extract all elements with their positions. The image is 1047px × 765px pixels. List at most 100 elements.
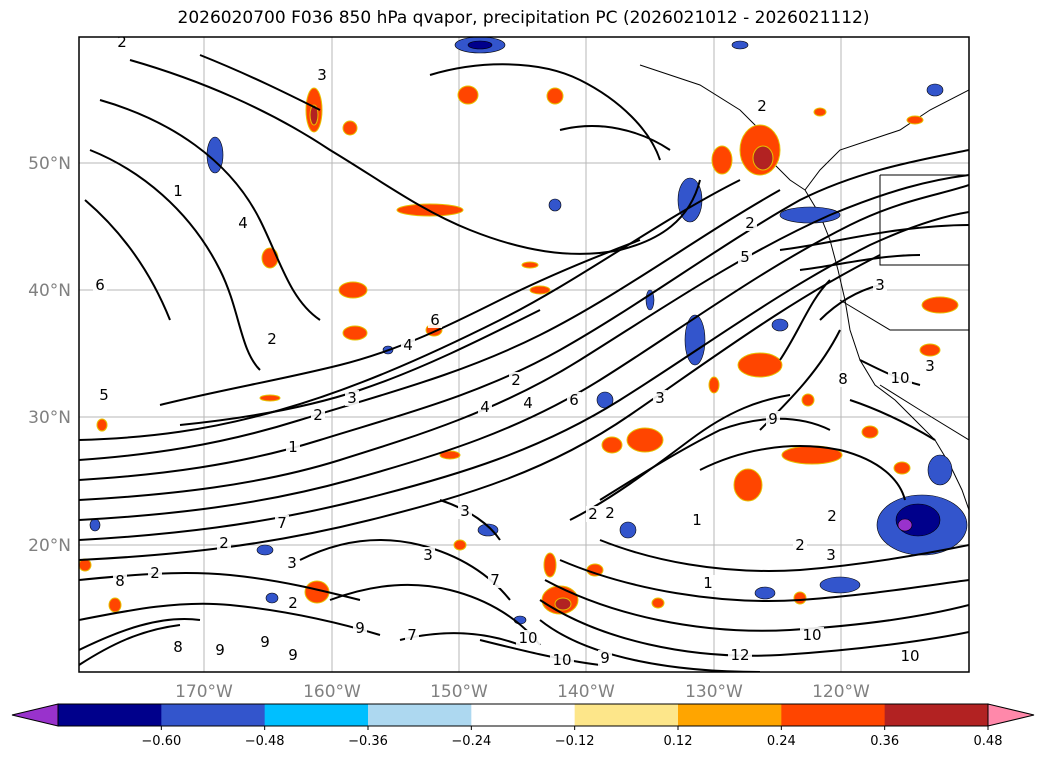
lat-label-40n: 40°N — [28, 281, 71, 301]
contour-label: 1 — [692, 511, 702, 529]
contour-label: 10 — [802, 626, 821, 644]
contour-label: 8 — [115, 572, 125, 590]
contour-label-bg — [421, 547, 435, 563]
contour-label-bg — [171, 183, 185, 199]
colorbar-swatch — [368, 704, 472, 726]
colorbar-swatch — [781, 704, 886, 726]
colorbar-tick-label: −0.36 — [348, 734, 388, 749]
contour-label-bg — [148, 565, 162, 581]
contour-label: 4 — [523, 394, 533, 412]
contour-label: 6 — [430, 311, 440, 329]
contour-label-bg — [653, 390, 667, 406]
contour-label: 2 — [150, 564, 160, 582]
contour-label: 1 — [703, 574, 713, 592]
lon-label-120w: 120°W — [812, 682, 870, 702]
contour-label: 7 — [490, 571, 500, 589]
gridlines — [79, 37, 969, 672]
contour-label: 9 — [215, 641, 225, 659]
contour-label-bg — [258, 634, 272, 650]
contour-label: 4 — [238, 214, 248, 232]
contour-label-bg — [824, 547, 838, 563]
contour-label-bg — [458, 503, 472, 519]
contour-label: 8 — [838, 370, 848, 388]
contour-label-bg — [353, 620, 367, 636]
contour-label: 3 — [423, 546, 433, 564]
contour-label-bg — [286, 647, 300, 663]
lon-label-140w: 140°W — [557, 682, 615, 702]
contour-label-bg — [550, 652, 574, 668]
contour-label: 2 — [745, 214, 755, 232]
contour-label-bg — [217, 535, 231, 551]
contour-label-bg — [311, 407, 325, 423]
map-title: 2026020700 F036 850 hPa qvapor, precipit… — [177, 8, 870, 28]
contour-label: 5 — [740, 248, 750, 266]
contour-label-bg — [401, 337, 415, 353]
contour-label: 4 — [403, 336, 413, 354]
contour-label: 2 — [117, 33, 127, 51]
contour-label-bg — [115, 37, 129, 50]
contour-label: 3 — [287, 554, 297, 572]
colorbar-tick-label: 0.24 — [767, 734, 796, 749]
contour-label-bg — [738, 249, 752, 265]
contour-label-bg — [521, 395, 535, 411]
contour-label: 10 — [518, 629, 537, 647]
contour-label: 9 — [288, 646, 298, 664]
colorbar-extend-high — [987, 703, 1035, 727]
contour-label: 9 — [260, 633, 270, 651]
contour-label-bg — [488, 572, 502, 588]
contour-label-bg — [800, 627, 824, 643]
contour-label: 9 — [355, 619, 365, 637]
colorbar-tick-label: 0.36 — [870, 734, 899, 749]
contour-label: 10 — [900, 647, 919, 665]
contour-label-bg — [598, 650, 612, 666]
colorbar-tick-label: −0.48 — [245, 734, 285, 749]
contour-label-bg — [171, 639, 185, 655]
contour-label-bg — [236, 215, 250, 231]
contour-label-bg — [93, 277, 107, 293]
contour-label-bg — [113, 573, 127, 589]
contour-label: 3 — [826, 546, 836, 564]
colorbar-tick-label: 0.48 — [974, 734, 1003, 749]
contour-label-bg — [275, 515, 289, 531]
contour-label-bg — [825, 508, 839, 524]
contour-label: 3 — [875, 276, 885, 294]
contour-label: 2 — [313, 406, 323, 424]
contour-label-bg — [923, 358, 937, 374]
contour-label-bg — [603, 505, 617, 521]
lat-label-20n: 20°N — [28, 536, 71, 556]
contour-label: 2 — [827, 507, 837, 525]
lat-label-50n: 50°N — [28, 154, 71, 174]
contour-label-bg — [315, 67, 329, 83]
contour-label-bg — [286, 439, 300, 455]
contour-label: 7 — [277, 514, 287, 532]
colorbar-swatch — [58, 704, 162, 726]
colorbar-swatch — [471, 704, 576, 726]
contour-label: 12 — [730, 646, 749, 664]
contour-label: 2 — [795, 536, 805, 554]
contour-label-bg — [766, 411, 780, 427]
colorbar-tick-label: −0.24 — [451, 734, 491, 749]
colorbar-extend-low — [11, 703, 59, 727]
colorbar-tick-label: 0.12 — [664, 734, 693, 749]
contour-label: 10 — [552, 651, 571, 669]
colorbar-frame — [57, 703, 989, 727]
contour-label-bg — [516, 630, 540, 646]
contour-label: 2 — [511, 371, 521, 389]
contour-label-bg — [265, 331, 279, 347]
contour-label-bg — [586, 506, 600, 522]
contour-label-bg — [898, 648, 922, 664]
contour-label-bg — [567, 392, 581, 408]
contour-label: 3 — [347, 389, 357, 407]
contour-label-bg — [285, 555, 299, 571]
contour-label: 4 — [480, 398, 490, 416]
contour-label-bg — [755, 98, 769, 114]
contour-label: 8 — [173, 638, 183, 656]
colorbar-swatch — [884, 704, 989, 726]
contour-label-bg — [428, 312, 442, 328]
contour-label: 2 — [588, 505, 598, 523]
contour-label-bg — [97, 387, 111, 403]
colorbar-swatch — [161, 704, 266, 726]
colorbar-tick-label: −0.60 — [141, 734, 181, 749]
